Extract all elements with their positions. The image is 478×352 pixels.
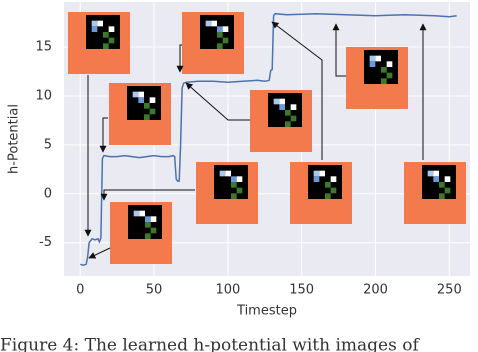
inset-cell: [444, 187, 451, 194]
inset-cell: [97, 20, 103, 27]
inset-cell: [91, 20, 98, 27]
inset-cell: [133, 210, 140, 217]
caption: Figure 4: The learned h-potential with i…: [0, 336, 420, 352]
y-tick-label: -5: [39, 235, 52, 250]
inset-cell: [103, 43, 109, 49]
inset-cell: [138, 91, 144, 98]
inset-cell: [433, 170, 439, 177]
arrow: [176, 44, 184, 73]
arrow: [271, 21, 323, 160]
inset-cell: [319, 170, 325, 177]
inset-cell: [231, 182, 237, 188]
inset-cell: [108, 37, 115, 44]
inset-cell: [211, 20, 217, 27]
data-line: [79, 12, 457, 266]
inset-cell: [285, 121, 291, 127]
inset-cell: [273, 98, 280, 105]
inset-cell: [313, 170, 320, 177]
inset-cell: [132, 91, 139, 98]
inset-cell: [145, 216, 151, 222]
inset-cell: [444, 176, 451, 182]
inset-cell: [205, 20, 212, 27]
inset-cell: [222, 26, 229, 32]
inset-cell: [91, 26, 98, 32]
y-axis-label: h-Potential: [7, 104, 22, 174]
inset-cell: [330, 176, 337, 182]
inset-cell: [139, 210, 145, 217]
inset-cell: [313, 176, 320, 182]
arrow: [88, 247, 111, 259]
inset-cell: [427, 170, 434, 177]
inset-cell: [225, 170, 231, 177]
inset-cell: [236, 176, 243, 182]
inset-cell: [325, 193, 331, 199]
inset-cell: [439, 182, 445, 188]
inset-cell: [369, 61, 376, 67]
inset-cell: [217, 26, 223, 32]
inset-cell: [290, 104, 297, 110]
inset-cell: [290, 115, 297, 122]
x-tick-label: 0: [76, 283, 84, 298]
inset-cell: [145, 222, 151, 228]
inset-cell: [236, 187, 243, 194]
inset-cell: [375, 55, 381, 62]
inset-cell: [231, 193, 237, 199]
inset-cell: [144, 103, 150, 109]
inset-cell: [108, 26, 115, 32]
arrow: [332, 23, 346, 77]
y-tick-label: 10: [35, 88, 52, 103]
inset-cell: [279, 98, 285, 105]
inset-cell: [325, 182, 331, 188]
inset-cell: [285, 110, 291, 116]
inset-cell: [149, 97, 156, 103]
inset-cell: [433, 176, 439, 182]
inset-cell: [222, 37, 229, 44]
inset-cell: [138, 97, 144, 103]
inset-cell: [279, 104, 285, 110]
x-axis-label: Timestep: [236, 304, 297, 319]
arrow: [100, 189, 195, 201]
inset-cell: [386, 72, 393, 79]
inset-cell: [103, 32, 109, 38]
x-tick-label: 50: [146, 283, 163, 298]
arrow: [99, 117, 108, 153]
inset-cell: [231, 176, 237, 182]
inset-cell: [386, 61, 393, 67]
inset-cell: [144, 114, 150, 120]
inset-cell: [150, 216, 157, 222]
inset-cell: [149, 108, 156, 115]
inset-cell: [219, 170, 226, 177]
x-tick-label: 150: [289, 283, 314, 298]
inset-cell: [369, 55, 376, 62]
y-tick-label: 15: [35, 40, 52, 55]
x-tick-label: 200: [363, 283, 388, 298]
x-tick-label: 100: [215, 283, 240, 298]
x-tick-label: 250: [437, 283, 462, 298]
y-tick-label: 5: [44, 137, 52, 152]
inset-cell: [150, 227, 157, 234]
inset-cell: [439, 193, 445, 199]
inset-cell: [217, 43, 223, 49]
inset-cell: [330, 187, 337, 194]
inset-cell: [145, 233, 151, 239]
inset-cell: [381, 78, 387, 84]
arrow: [185, 82, 250, 121]
y-tick-label: 0: [44, 186, 52, 201]
inset-cell: [217, 32, 223, 38]
inset-cell: [381, 67, 387, 73]
